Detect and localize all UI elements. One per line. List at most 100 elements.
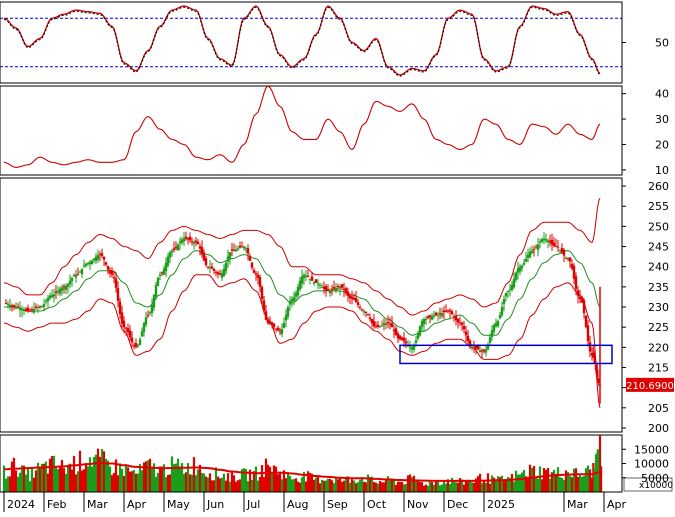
volume-bar — [18, 472, 22, 492]
volume-bar — [506, 477, 510, 492]
price-candle — [552, 242, 556, 246]
price-candle — [354, 298, 358, 302]
price-candle — [208, 267, 212, 269]
volume-bar — [404, 484, 408, 492]
volume-bar — [346, 476, 350, 492]
volume-bar — [170, 456, 174, 492]
price-candle — [174, 247, 178, 249]
volume-bar — [582, 475, 586, 492]
volume-bar — [172, 464, 176, 492]
price-candle — [564, 257, 568, 259]
volume-bar — [544, 469, 548, 492]
price-candle — [562, 249, 566, 256]
price-candle — [424, 318, 428, 320]
volume-bar — [10, 461, 14, 492]
price-candle — [302, 274, 306, 278]
volume-bar — [598, 435, 602, 492]
volume-bar — [548, 478, 552, 492]
volume-bar — [340, 481, 344, 492]
volume-bar — [420, 482, 424, 492]
price-candle — [364, 312, 368, 314]
volume-bar — [516, 474, 520, 492]
volume-bar — [508, 477, 512, 492]
volume-bar — [514, 470, 518, 492]
price-candle — [56, 290, 60, 292]
price-candle — [430, 316, 434, 320]
volume-bar — [424, 484, 428, 492]
x-tick-label: Mar — [87, 498, 108, 511]
indicator-y-tick-label: 20 — [655, 138, 669, 151]
price-candle — [70, 277, 74, 281]
price-candle — [544, 239, 548, 241]
price-candle — [122, 320, 126, 328]
volume-bar — [368, 477, 372, 492]
price-candle — [118, 301, 122, 315]
volume-bar — [26, 468, 30, 492]
volume-bar — [4, 478, 8, 492]
price-candle — [144, 317, 148, 325]
indicator-y-tick-label: 40 — [655, 88, 669, 101]
price-candle — [62, 285, 66, 287]
price-candle — [368, 317, 372, 320]
volume-bar — [532, 466, 536, 492]
last-price-label-bg — [626, 377, 674, 392]
indicator-line — [3, 85, 601, 168]
price-candle — [466, 335, 470, 342]
volume-bar — [254, 466, 258, 492]
volume-bar — [34, 470, 38, 492]
price-candle — [116, 288, 120, 301]
volume-bar — [392, 480, 396, 492]
volume-bar — [198, 464, 202, 492]
price-y-tick-label: 240 — [648, 261, 669, 274]
volume-bar — [2, 465, 6, 492]
price-candle — [330, 289, 334, 291]
price-candle — [60, 287, 64, 291]
price-candle — [34, 306, 38, 309]
volume-bar — [466, 479, 470, 492]
price-candle — [524, 258, 528, 262]
price-candle — [436, 314, 440, 316]
volume-bar — [410, 477, 414, 492]
volume-bar — [564, 470, 568, 492]
volume-bar — [212, 480, 216, 492]
price-candle — [450, 311, 454, 315]
price-candle — [252, 270, 256, 273]
volume-bar — [470, 482, 474, 492]
volume-bar — [96, 448, 100, 492]
volume-bar — [160, 466, 164, 492]
volume-bar — [362, 481, 366, 492]
price-candle — [444, 310, 448, 312]
volume-bar — [338, 477, 342, 492]
price-candle — [442, 310, 446, 313]
volume-bar — [320, 479, 324, 492]
price-candle — [256, 275, 260, 279]
volume-bar — [310, 473, 314, 492]
price-candle — [464, 331, 468, 336]
volume-bar — [468, 481, 472, 492]
volume-bar — [308, 472, 312, 492]
price-candle — [152, 294, 156, 308]
price-candle — [266, 319, 270, 324]
volume-bar — [430, 482, 434, 492]
volume-bar — [256, 480, 260, 492]
volume-bar — [348, 482, 352, 492]
price-candle — [566, 257, 570, 259]
price-candle — [28, 310, 32, 312]
volume-bar — [540, 479, 544, 492]
volume-bar — [266, 464, 270, 492]
volume-bar — [80, 470, 84, 492]
price-candle — [40, 306, 44, 308]
volume-bar — [492, 477, 496, 492]
price-candle — [156, 277, 160, 286]
price-candle — [462, 326, 466, 330]
volume-bar — [502, 480, 506, 492]
volume-bar — [72, 456, 76, 492]
price-candle — [384, 323, 388, 326]
volume-bar — [558, 477, 562, 492]
volume-bar — [586, 465, 590, 492]
price-candle — [242, 246, 246, 249]
price-candle — [476, 345, 480, 350]
price-candle — [356, 302, 360, 305]
price-candle — [578, 296, 582, 299]
price-candle — [582, 300, 586, 314]
